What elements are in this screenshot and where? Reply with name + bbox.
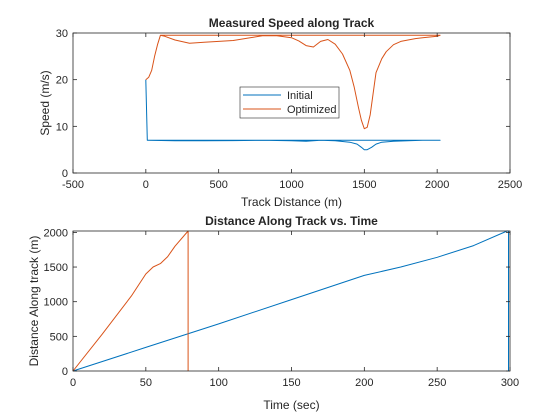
distance-chart-ticks: 0 50 100 150 200 250 300 0 500 1000 1500 2000: [44, 227, 520, 389]
x-tick-label: 300: [501, 377, 519, 389]
x-tick-label: 2000: [425, 179, 449, 191]
speed-chart-ylabel: Speed (m/s): [38, 70, 52, 135]
speed-chart-series: [145, 34, 441, 151]
series-line-initial: [145, 79, 441, 151]
y-tick-label: 2000: [44, 227, 68, 239]
x-tick-label: -500: [62, 179, 84, 191]
y-tick-label: 30: [56, 28, 68, 40]
y-tick-label: 1000: [44, 297, 68, 309]
x-tick-label: 150: [282, 377, 300, 389]
x-tick-label: 1000: [279, 179, 303, 191]
x-tick-label: 0: [143, 179, 149, 191]
speed-chart-legend[interactable]: Initial Optimized: [239, 86, 340, 119]
y-tick-label: 20: [56, 75, 68, 87]
y-tick-label: 500: [50, 331, 68, 343]
distance-chart-xlabel: Time (sec): [263, 398, 319, 412]
distance-chart-ylabel: Distance Along track (m): [27, 236, 41, 367]
legend-optimized-label: Optimized: [287, 104, 337, 116]
x-tick-label: 250: [428, 377, 446, 389]
distance-chart: 0 50 100 150 200 250 300 0 500 1000 1500 2000 Dista…: [27, 214, 519, 412]
speed-chart-xlabel: Track Distance (m): [241, 195, 342, 209]
x-tick-label: 1500: [352, 179, 376, 191]
speed-chart-title: Measured Speed along Track: [209, 16, 375, 30]
y-tick-label: 1500: [44, 262, 68, 274]
x-tick-label: 500: [209, 179, 227, 191]
x-tick-label: 2500: [498, 179, 522, 191]
series-line-optimized: [72, 230, 189, 372]
y-tick-label: 10: [56, 121, 68, 133]
legend-box: [239, 86, 340, 119]
y-tick-label: 0: [62, 366, 68, 378]
x-tick-label: 50: [140, 377, 152, 389]
y-tick-label: 0: [62, 168, 68, 180]
x-tick-label: 100: [209, 377, 227, 389]
distance-chart-title: Distance Along Track vs. Time: [205, 214, 378, 228]
x-tick-label: 0: [70, 377, 76, 389]
legend-initial-label: Initial: [287, 90, 313, 102]
series-line-optimized: [145, 34, 441, 130]
x-tick-label: 200: [355, 377, 373, 389]
